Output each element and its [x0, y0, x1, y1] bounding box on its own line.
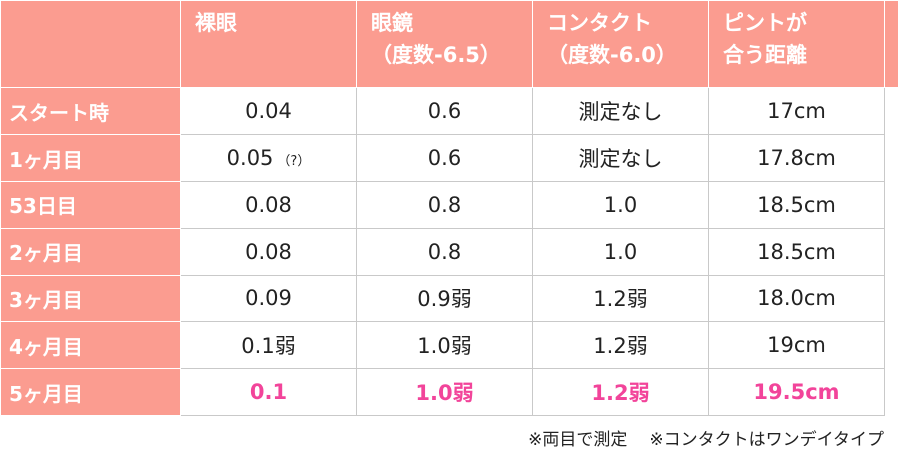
cell-glasses: 0.8	[356, 227, 533, 276]
row-edge	[884, 87, 898, 136]
cell-value: 0.04	[245, 99, 292, 124]
cell-value: 0.08	[245, 192, 292, 217]
cell-contact: 1.2弱	[532, 274, 709, 323]
row-label: スタート時	[0, 87, 181, 136]
header-line1: ピントが	[723, 11, 807, 35]
cell-glasses: 0.6	[356, 134, 533, 183]
table-row: 53日目 0.08 0.8 1.0 18.5cm	[0, 181, 898, 229]
row-label: 3ヶ月目	[0, 274, 181, 323]
cell-value: 0.08	[245, 239, 292, 264]
cell-glasses: 0.6	[356, 87, 533, 136]
header-glasses: 眼鏡 （度数-6.5）	[356, 0, 533, 89]
cell-focus-distance: 18.0cm	[708, 274, 885, 323]
table-row: 2ヶ月目 0.08 0.8 1.0 18.5cm	[0, 227, 898, 276]
row-edge	[884, 321, 898, 370]
cell-focus-distance: 17.8cm	[708, 134, 885, 183]
table-header-row: 裸眼 眼鏡 （度数-6.5） コンタクト （度数-6.0） ピントが 合う距離	[0, 0, 898, 89]
cell-focus-distance: 19cm	[708, 321, 885, 370]
cell-naked-eye: 0.1弱	[180, 321, 357, 370]
row-edge	[884, 274, 898, 323]
cell-note: （?）	[277, 154, 311, 170]
cell-naked-eye: 0.08	[180, 181, 357, 229]
table-row-highlighted: 5ヶ月目 0.1 1.0弱 1.2弱 19.5cm	[0, 368, 898, 416]
footnotes: ※両目で測定 ※コンタクトはワンデイタイプ	[528, 425, 884, 450]
row-edge	[884, 134, 898, 183]
cell-value: 0.05	[226, 146, 274, 171]
cell-glasses: 1.0弱	[356, 321, 533, 370]
table-row: スタート時 0.04 0.6 測定なし 17cm	[0, 87, 898, 136]
header-line1: コンタクト	[547, 11, 652, 35]
cell-contact: 測定なし	[532, 87, 709, 136]
header-line2: 合う距離	[723, 43, 807, 67]
footnote-both-eyes: ※両目で測定	[528, 430, 628, 450]
row-edge	[884, 181, 898, 229]
cell-contact: 1.0	[532, 181, 709, 229]
header-corner	[0, 0, 181, 89]
row-label: 2ヶ月目	[0, 227, 181, 276]
table-row: 3ヶ月目 0.09 0.9弱 1.2弱 18.0cm	[0, 274, 898, 323]
cell-naked-eye: 0.04	[180, 87, 357, 136]
row-edge	[884, 227, 898, 276]
row-edge	[884, 368, 898, 416]
cell-contact: 1.2弱	[532, 321, 709, 370]
table-row: 4ヶ月目 0.1弱 1.0弱 1.2弱 19cm	[0, 321, 898, 370]
row-label: 53日目	[0, 181, 181, 229]
cell-contact: 1.2弱	[532, 368, 709, 416]
cell-focus-distance: 18.5cm	[708, 227, 885, 276]
cell-glasses: 0.9弱	[356, 274, 533, 323]
row-label: 4ヶ月目	[0, 321, 181, 370]
header-line2: （度数-6.5）	[371, 43, 501, 67]
vision-progress-table: 裸眼 眼鏡 （度数-6.5） コンタクト （度数-6.0） ピントが 合う距離 …	[0, 0, 898, 416]
cell-focus-distance: 18.5cm	[708, 181, 885, 229]
header-naked-eye: 裸眼	[180, 0, 357, 89]
cell-naked-eye: 0.05 （?）	[180, 134, 357, 183]
cell-contact: 1.0	[532, 227, 709, 276]
cell-contact: 測定なし	[532, 134, 709, 183]
row-label: 1ヶ月目	[0, 134, 181, 183]
header-focus-distance: ピントが 合う距離	[708, 0, 885, 89]
cell-focus-distance: 19.5cm	[708, 368, 885, 416]
cell-glasses: 1.0弱	[356, 368, 533, 416]
cell-naked-eye: 0.09	[180, 274, 357, 323]
header-line1: 眼鏡	[371, 11, 413, 35]
footnote-contact-type: ※コンタクトはワンデイタイプ	[649, 430, 884, 450]
cell-value: 0.1弱	[241, 334, 296, 359]
header-line2: （度数-6.0）	[547, 43, 677, 67]
cell-naked-eye: 0.08	[180, 227, 357, 276]
cell-value: 0.09	[245, 286, 292, 311]
header-line1: 裸眼	[195, 11, 237, 35]
header-edge	[884, 0, 898, 89]
header-contact: コンタクト （度数-6.0）	[532, 0, 709, 89]
table-row: 1ヶ月目 0.05 （?） 0.6 測定なし 17.8cm	[0, 134, 898, 183]
row-label: 5ヶ月目	[0, 368, 181, 416]
cell-glasses: 0.8	[356, 181, 533, 229]
cell-focus-distance: 17cm	[708, 87, 885, 136]
cell-value: 0.1	[249, 380, 288, 405]
cell-naked-eye: 0.1	[180, 368, 357, 416]
